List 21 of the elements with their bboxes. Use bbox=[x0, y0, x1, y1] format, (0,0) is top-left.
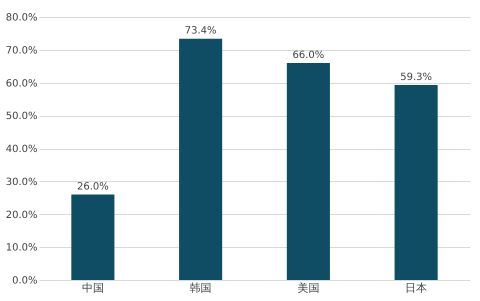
y-tick-label: 30.0% bbox=[6, 176, 38, 188]
y-tick-label: 10.0% bbox=[6, 242, 38, 254]
bar bbox=[179, 38, 222, 280]
data-label: 26.0% bbox=[76, 182, 109, 193]
bar bbox=[71, 194, 114, 280]
x-tick-label: 中国 bbox=[82, 282, 104, 294]
bar bbox=[394, 85, 438, 280]
x-tick-label: 美国 bbox=[297, 282, 320, 294]
y-tick-label: 20.0% bbox=[6, 210, 38, 221]
y-tick-label: 0.0% bbox=[12, 276, 38, 286]
data-label: 73.4% bbox=[184, 26, 217, 37]
y-tick-label: 60.0% bbox=[6, 78, 38, 90]
y-tick-label: 80.0% bbox=[6, 12, 38, 24]
data-label: 59.3% bbox=[400, 72, 432, 84]
y-tick-label: 50.0% bbox=[6, 111, 38, 122]
x-tick-label: 韩国 bbox=[190, 282, 212, 294]
y-tick-label: 70.0% bbox=[6, 45, 38, 56]
y-tick-label: 40.0% bbox=[6, 144, 38, 155]
data-label: 66.0% bbox=[292, 50, 324, 62]
bar bbox=[286, 63, 330, 280]
x-tick-label: 日本 bbox=[405, 282, 428, 294]
